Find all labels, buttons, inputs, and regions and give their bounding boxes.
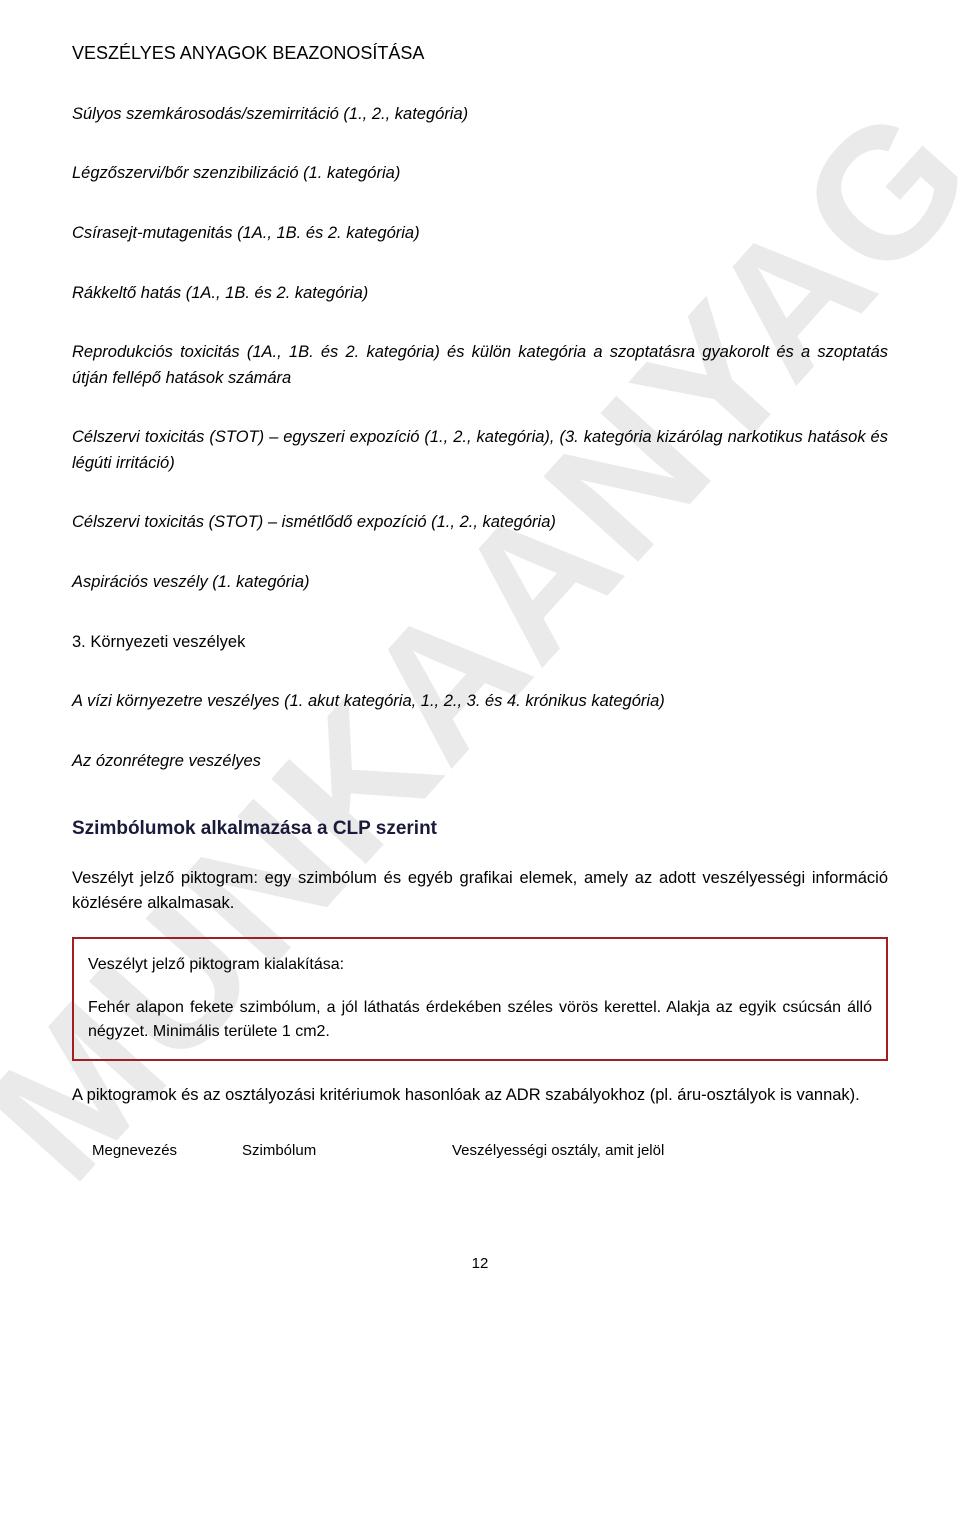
hazard-line-4: Rákkeltő hatás (1A., 1B. és 2. kategória… xyxy=(72,281,888,307)
hazard-line-1: Súlyos szemkárosodás/szemirritáció (1., … xyxy=(72,102,888,128)
section-heading-symbols: Szimbólumok alkalmazása a CLP szerint xyxy=(72,814,888,843)
callout-box: Veszélyt jelző piktogram kialakítása: Fe… xyxy=(72,937,888,1061)
hazard-line-10: Az ózonrétegre veszélyes xyxy=(72,749,888,775)
table-header-row: Megnevezés Szimbólum Veszélyességi osztá… xyxy=(72,1139,888,1162)
hazard-line-2: Légzőszervi/bőr szenzibilizáció (1. kate… xyxy=(72,161,888,187)
table-header-class: Veszélyességi osztály, amit jelöl xyxy=(452,1139,888,1162)
hazard-line-9: A vízi környezetre veszélyes (1. akut ka… xyxy=(72,689,888,715)
hazard-line-3: Csírasejt-mutagenitás (1A., 1B. és 2. ka… xyxy=(72,221,888,247)
callout-box-body: Fehér alapon fekete szimbólum, a jól lát… xyxy=(88,996,872,1046)
callout-box-title: Veszélyt jelző piktogram kialakítása: xyxy=(88,953,872,978)
hazard-line-6: Célszervi toxicitás (STOT) – egyszeri ex… xyxy=(72,425,888,476)
hazard-line-8: Aspirációs veszély (1. kategória) xyxy=(72,570,888,596)
page-header: VESZÉLYES ANYAGOK BEAZONOSÍTÁSA xyxy=(72,40,888,68)
section-3-heading: 3. Környezeti veszélyek xyxy=(72,630,888,656)
hazard-line-7: Célszervi toxicitás (STOT) – ismétlődő e… xyxy=(72,510,888,536)
paragraph-adr: A piktogramok és az osztályozási kritéri… xyxy=(72,1083,888,1109)
table-header-symbol: Szimbólum xyxy=(242,1139,452,1162)
table-header-name: Megnevezés xyxy=(72,1139,242,1162)
hazard-line-5: Reprodukciós toxicitás (1A., 1B. és 2. k… xyxy=(72,340,888,391)
paragraph-pictogram-def: Veszélyt jelző piktogram: egy szimbólum … xyxy=(72,866,888,917)
page-content: VESZÉLYES ANYAGOK BEAZONOSÍTÁSA Súlyos s… xyxy=(72,40,888,1275)
page-number: 12 xyxy=(72,1252,888,1275)
